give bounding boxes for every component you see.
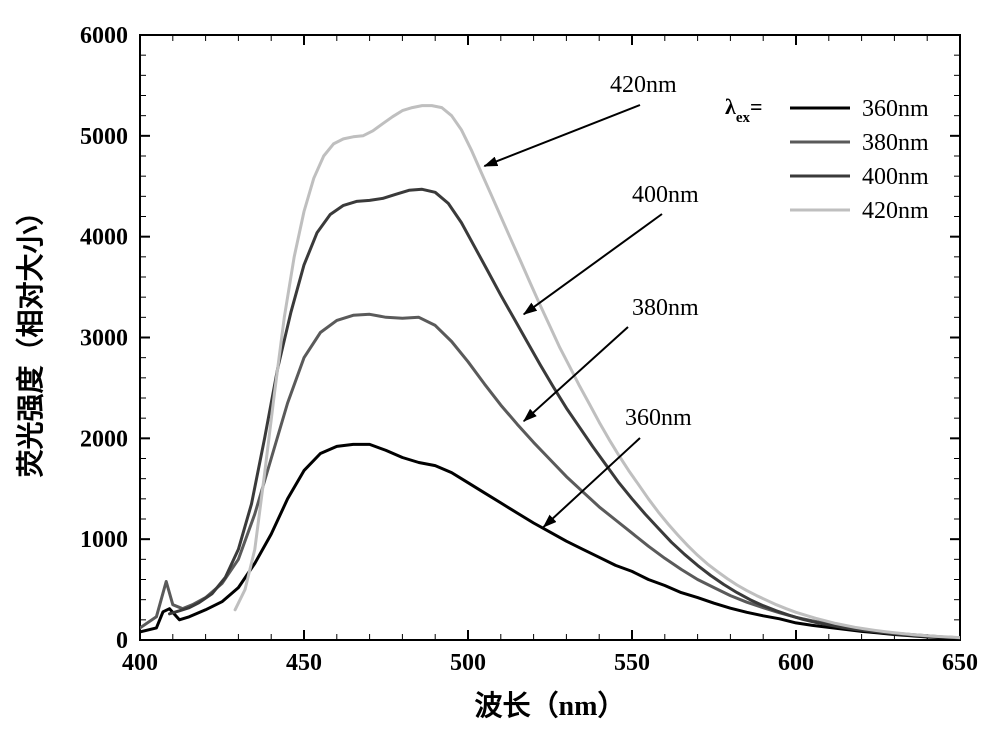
fluorescence-spectra-chart: 400450500550600650波长（nm）0100020003000400…: [0, 0, 1000, 739]
x-tick-label: 500: [450, 650, 486, 676]
annotation-label: 420nm: [610, 72, 677, 98]
legend-item-label: 420nm: [862, 198, 929, 224]
legend-item-label: 360nm: [862, 96, 929, 122]
y-tick-label: 6000: [80, 23, 128, 49]
y-tick-label: 5000: [80, 124, 128, 150]
y-tick-label: 4000: [80, 225, 128, 251]
x-tick-label: 550: [614, 650, 650, 676]
legend-item-label: 400nm: [862, 164, 929, 190]
y-tick-label: 3000: [80, 326, 128, 352]
y-tick-label: 1000: [80, 527, 128, 553]
annotation-label: 380nm: [632, 295, 699, 321]
chart-container: { "chart": { "type": "line", "width_px":…: [0, 0, 1000, 739]
y-axis-label: 荧光强度（相对大小）: [14, 197, 47, 477]
y-tick-label: 0: [116, 628, 128, 654]
x-axis-label: 波长（nm）: [475, 689, 626, 722]
x-tick-label: 450: [286, 650, 322, 676]
x-tick-label: 650: [942, 650, 978, 676]
annotation-label: 400nm: [632, 182, 699, 208]
y-tick-label: 2000: [80, 426, 128, 452]
legend-item-label: 380nm: [862, 130, 929, 156]
x-tick-label: 600: [778, 650, 814, 676]
annotation-label: 360nm: [625, 405, 692, 431]
